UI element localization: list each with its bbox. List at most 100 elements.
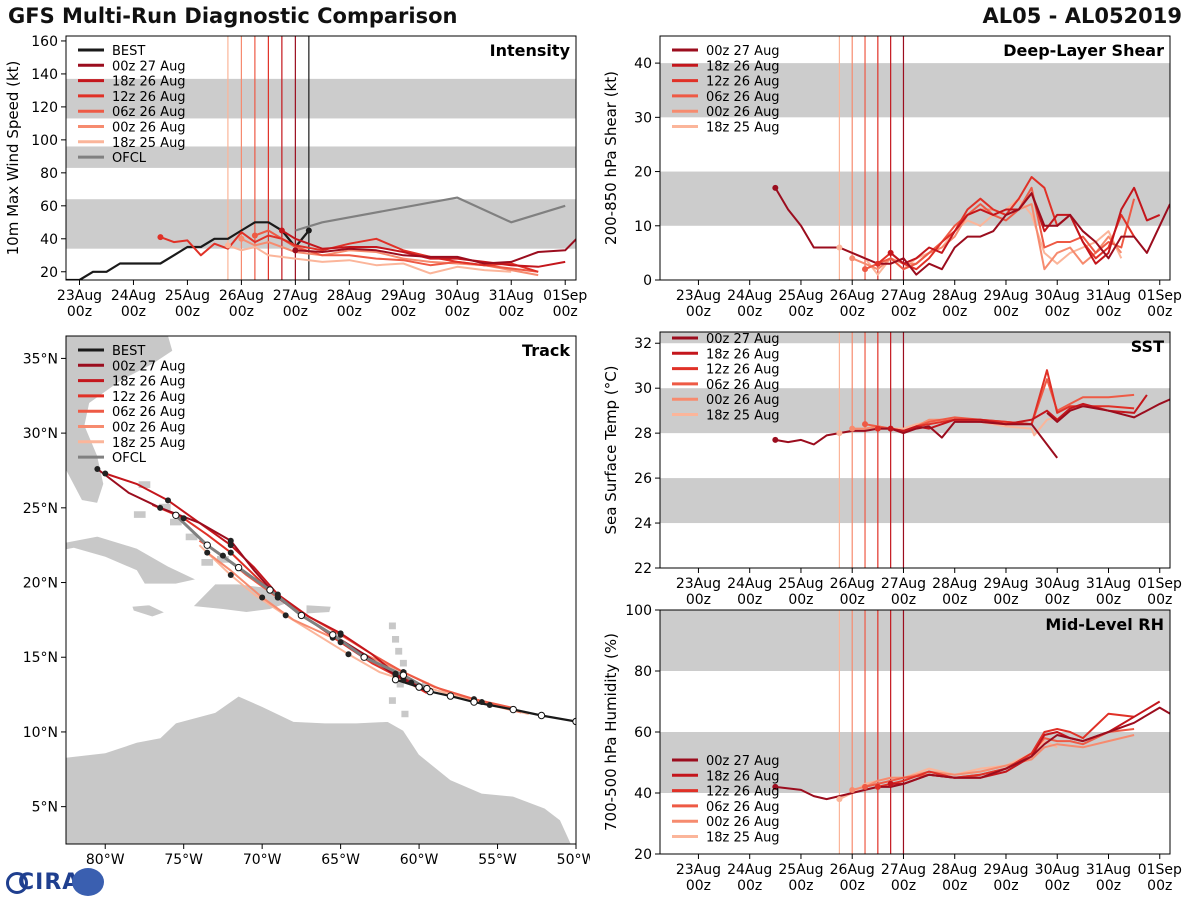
storm-id: AL05 - AL052019 (982, 4, 1183, 28)
track-run-marker (204, 549, 211, 556)
track-run-line (198, 539, 514, 709)
sst-panel-title: SST (1131, 337, 1164, 356)
cira-logo-ring (6, 872, 28, 894)
rh-xtick-hour: 00z (1096, 878, 1121, 894)
track-run-marker (102, 470, 109, 477)
intensity-xtick-date: 01Sep (543, 288, 587, 304)
intensity-legend-label: 00z 26 Aug (112, 121, 186, 136)
intensity-xtick-hour: 00z (229, 304, 254, 320)
sst-xtick-hour: 00z (942, 592, 967, 606)
track-best-marker (446, 692, 455, 700)
bahamas-island (200, 558, 214, 567)
lesser-antilles-island (388, 696, 397, 705)
rh-ytick-label: 60 (634, 725, 652, 741)
track-ytick-label: 5°N (32, 800, 58, 816)
intensity-panel-title: Intensity (490, 41, 571, 60)
track-run-marker (282, 612, 289, 619)
track-ytick-label: 35°N (23, 351, 58, 367)
shear-frame (659, 35, 1171, 281)
intensity-run-marker (251, 232, 258, 239)
track-xtick-label: 70°W (243, 852, 282, 868)
rh-ylabel: 700-500 hPa Humidity (%) (602, 633, 620, 831)
track-xtick-label: 75°W (164, 852, 203, 868)
shear-legend-label: 00z 26 Aug (706, 105, 780, 120)
intensity-panel: 2040608010012014016023Aug00z24Aug00z25Au… (4, 34, 587, 320)
shear-run-marker (874, 260, 881, 267)
track-ytick-label: 10°N (23, 725, 58, 741)
rh-xtick-hour: 00z (891, 878, 916, 894)
sst-xtick-date: 01Sep (1138, 576, 1182, 592)
rh-run-marker (849, 786, 856, 793)
lesser-antilles-island (400, 709, 410, 719)
track-run-marker (157, 504, 164, 511)
shear-xtick-hour: 00z (891, 304, 916, 320)
sst-xtick-date: 28Aug (932, 576, 977, 592)
track-run-marker (180, 515, 187, 522)
sst-xtick-date: 30Aug (1035, 576, 1080, 592)
track-best-marker (537, 711, 546, 720)
sst-legend-label: 06z 26 Aug (706, 378, 780, 393)
intensity-run-marker (238, 235, 245, 242)
rh-xtick-date: 25Aug (778, 862, 823, 878)
shear-xtick-hour: 00z (788, 304, 813, 320)
land-layer (66, 336, 576, 844)
shear-xtick-hour: 00z (1147, 304, 1172, 320)
intensity-legend-label: 06z 26 Aug (112, 105, 186, 120)
shear-xtick-date: 31Aug (1086, 288, 1131, 304)
lesser-antilles-island (391, 635, 400, 644)
track-legend-label: 00z 27 Aug (112, 359, 186, 374)
rh-legend-label: 00z 27 Aug (706, 754, 780, 769)
shear-ytick-label: 0 (643, 273, 652, 289)
track-ofcl-marker (297, 611, 306, 620)
rh-xtick-date: 23Aug (676, 862, 721, 878)
track-run-marker (408, 679, 415, 686)
intensity-frame (65, 35, 577, 281)
track-ofcl-marker (266, 586, 274, 594)
shear-run-marker (849, 255, 856, 262)
intensity-xtick-date: 26Aug (219, 288, 264, 304)
shear-ytick-label: 40 (634, 56, 652, 72)
rh-xtick-date: 01Sep (1138, 862, 1182, 878)
track-run-marker (94, 465, 101, 472)
shear-run-marker (772, 184, 779, 191)
rh-plot: 2040608010023Aug00z24Aug00z25Aug00z26Aug… (602, 604, 1182, 894)
intensity-run-marker (292, 247, 299, 254)
track-ytick-label: 25°N (23, 501, 58, 517)
sst-legend-label: 00z 27 Aug (706, 332, 780, 347)
sst-xtick-hour: 00z (686, 592, 711, 606)
shear-legend-label: 00z 27 Aug (706, 44, 780, 59)
track-run-marker (486, 702, 493, 709)
cira-logo: CIRA (18, 870, 81, 895)
track-ofcl-marker (423, 684, 431, 693)
intensity-xtick-date: 31Aug (489, 288, 534, 304)
track-legend-label: BEST (112, 344, 145, 359)
intensity-ytick-label: 120 (31, 100, 58, 116)
rh-xtick-hour: 00z (788, 878, 813, 894)
track-ytick-label: 15°N (23, 650, 58, 666)
sst-run-marker (772, 436, 779, 443)
shear-xtick-date: 27Aug (881, 288, 926, 304)
intensity-ytick-label: 20 (40, 265, 58, 281)
intensity-ofcl-line (295, 196, 566, 232)
rh-run-line (877, 712, 1135, 788)
intensity-xtick-hour: 00z (337, 304, 362, 320)
rh-legend-label: 00z 26 Aug (706, 815, 780, 830)
sst-xtick-date: 24Aug (727, 576, 772, 592)
sst-legend-label: 18z 25 Aug (706, 409, 780, 424)
sst-ytick-label: 22 (634, 561, 652, 577)
rh-xtick-date: 24Aug (727, 862, 772, 878)
track-frame (65, 335, 577, 845)
rh-ytick-label: 20 (634, 847, 652, 863)
sst-xtick-hour: 00z (737, 592, 762, 606)
rh-run-marker (772, 783, 779, 790)
sst-xtick-hour: 00z (891, 592, 916, 606)
rh-panel-title: Mid-Level RH (1045, 615, 1164, 634)
track-run-marker (392, 670, 399, 677)
rh-run-line (775, 706, 1170, 801)
shear-xtick-date: 23Aug (676, 288, 721, 304)
shear-xtick-date: 30Aug (1035, 288, 1080, 304)
track-ofcl-marker (360, 653, 368, 661)
sst-ytick-label: 24 (634, 516, 652, 532)
track-run-marker (274, 594, 281, 601)
rh-xtick-date: 29Aug (983, 862, 1028, 878)
